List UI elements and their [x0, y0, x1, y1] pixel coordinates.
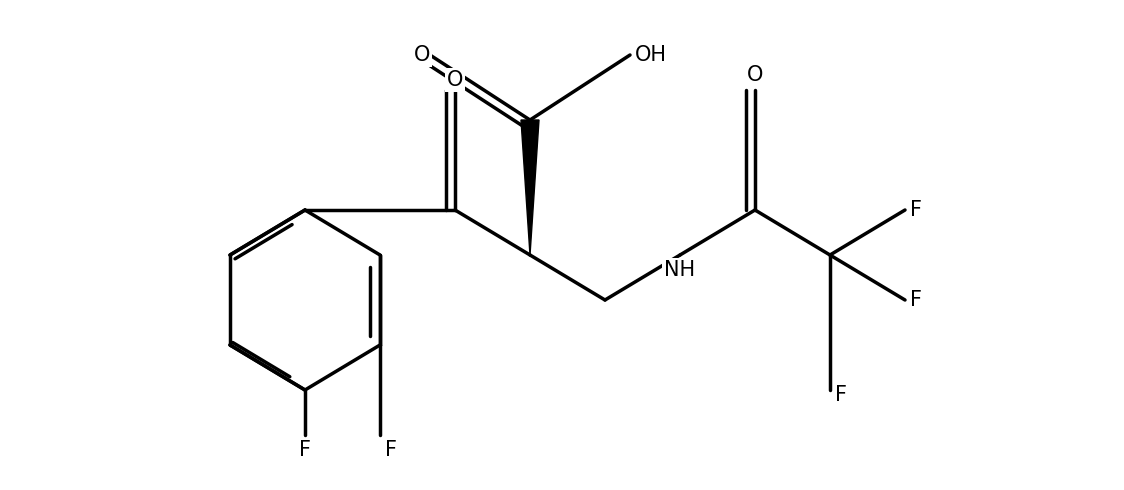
Text: F: F — [835, 385, 847, 405]
Text: O: O — [414, 45, 430, 65]
Text: O: O — [746, 65, 763, 85]
Text: F: F — [299, 440, 311, 460]
Text: F: F — [910, 200, 922, 220]
Text: OH: OH — [635, 45, 667, 65]
Text: NH: NH — [664, 260, 696, 280]
Text: F: F — [386, 440, 397, 460]
Text: F: F — [910, 290, 922, 310]
Polygon shape — [522, 120, 540, 255]
Text: O: O — [447, 70, 463, 90]
